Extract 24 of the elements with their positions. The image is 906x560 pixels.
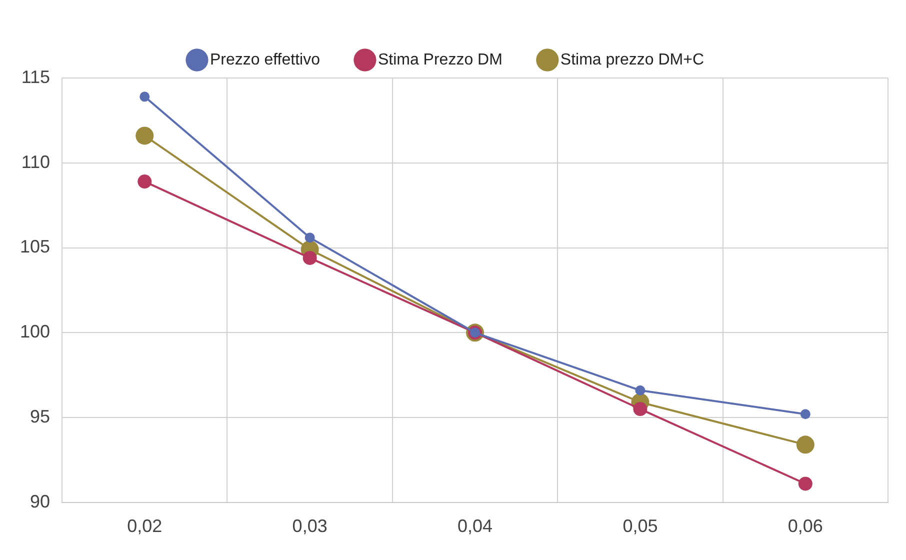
point (136, 126, 154, 145)
x-tick-label: 0,05 (622, 516, 658, 536)
x-tick-label: 0,04 (457, 516, 493, 536)
y-tick-label: 90 (30, 491, 50, 512)
x-tick-label: 0,03 (292, 516, 328, 536)
point (800, 409, 810, 420)
legend-label: Stima Prezzo DM (378, 51, 502, 68)
point (140, 92, 150, 102)
point (798, 476, 812, 491)
y-tick-label: 100 (20, 322, 50, 342)
y-tick-label: 105 (20, 236, 50, 257)
point (635, 385, 646, 396)
y-tick-label: 110 (21, 152, 50, 172)
point (138, 174, 152, 189)
legend-label: Stima prezzo DM+C (560, 51, 704, 68)
point (633, 402, 648, 416)
x-tick-label: 0,06 (788, 516, 823, 536)
x-tick-label: 0,02 (127, 516, 162, 536)
y-tick-label: 115 (21, 66, 50, 87)
y-tick-label: 95 (30, 406, 50, 426)
point (796, 436, 814, 454)
point (302, 250, 317, 265)
point (304, 232, 315, 243)
legend-label: Prezzo effettivo (210, 51, 320, 68)
